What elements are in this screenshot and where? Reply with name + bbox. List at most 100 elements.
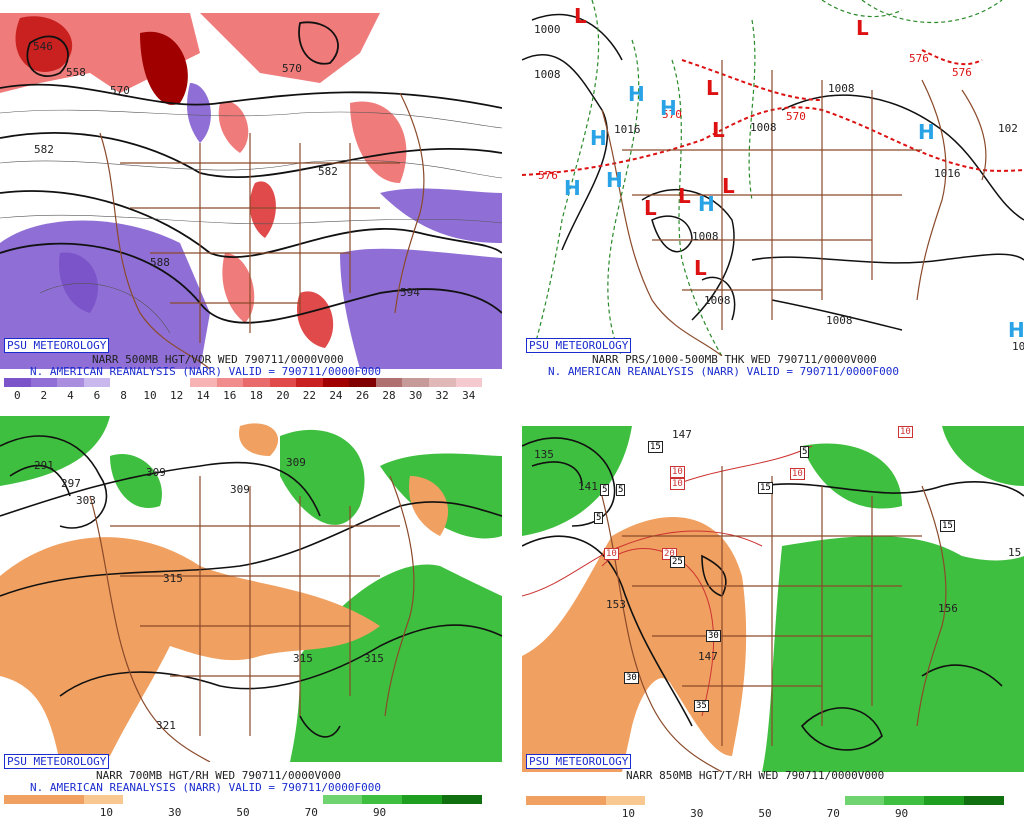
- vort-purple-area: [187, 83, 211, 143]
- colorbar-swatch: [4, 378, 31, 387]
- rh-dry-area: [522, 516, 747, 772]
- temperature-label: 35: [694, 700, 709, 712]
- rh700-map: [0, 416, 502, 762]
- thickness-map: [522, 0, 1024, 356]
- contour-label: 153: [606, 598, 626, 611]
- contour-label: 582: [318, 165, 338, 178]
- vorticity-colorbar: [4, 378, 483, 387]
- temperature-label: 15: [758, 482, 773, 494]
- high-pressure-symbol: H: [590, 126, 607, 150]
- colorbar-tick-label: 14: [196, 389, 210, 402]
- colorbar-swatch: [163, 795, 204, 804]
- colorbar-swatch: [269, 378, 297, 387]
- contour-label: 15: [1008, 546, 1022, 559]
- vorticity-map: [0, 13, 502, 369]
- low-pressure-symbol: L: [644, 196, 657, 220]
- colorbar-swatch: [565, 796, 606, 805]
- high-pressure-symbol: H: [606, 168, 623, 192]
- vort-purple-area: [0, 220, 210, 369]
- low-pressure-symbol: L: [712, 118, 725, 142]
- colorbar-tick-label: 26: [355, 389, 370, 402]
- panel-title-line1: NARR 850MB HGT/T/RH WED 790711/0000V000: [626, 769, 885, 782]
- rh-green-area: [942, 426, 1024, 486]
- temperature-label: 30: [624, 672, 639, 684]
- colorbar-swatch: [110, 378, 137, 387]
- temperature-label: 15: [940, 520, 955, 532]
- contour-label: 147: [698, 650, 718, 663]
- high-pressure-symbol: H: [564, 176, 581, 200]
- contour-label: 309: [146, 466, 166, 479]
- colorbar-swatch: [322, 378, 350, 387]
- contour-label: 321: [156, 719, 176, 732]
- colorbar-tick-label: 32: [435, 389, 449, 402]
- colorbar-tick-label: 30: [408, 389, 423, 402]
- vort-purple-area: [340, 248, 502, 369]
- colorbar-tick-label: 70: [826, 807, 840, 819]
- colorbar-swatch: [30, 378, 58, 387]
- colorbar-swatch: [725, 796, 765, 805]
- colorbar-swatch: [362, 795, 403, 804]
- contour-label: 570: [282, 62, 302, 75]
- colorbar-tick-label: 16: [223, 389, 237, 402]
- temperature-label: 10: [790, 468, 805, 480]
- panel-500mb-vorticity: 546 558 570 570 582 582 588 594 PSU METE…: [0, 0, 512, 410]
- isobar-label: 1000: [534, 23, 561, 36]
- colorbar-swatch: [203, 795, 243, 804]
- temperature-label: 10: [670, 478, 685, 490]
- temperature-label: 5: [616, 484, 626, 496]
- colorbar-swatch: [189, 378, 217, 387]
- low-pressure-symbol: L: [678, 184, 691, 208]
- panel-title-line2: N. AMERICAN REANALYSIS (NARR) VALID = 79…: [548, 365, 899, 378]
- vort-purple-area: [380, 188, 502, 243]
- colorbar-swatch: [645, 796, 686, 805]
- t850-colorbar: [526, 796, 1004, 805]
- panel-700mb-rh: 291 297 303 309 309 315 315 315 321 309 …: [0, 416, 512, 819]
- contour-label: 141: [578, 480, 598, 493]
- colorbar-swatch: [4, 795, 44, 804]
- isobar-label: 1008: [704, 294, 731, 307]
- thickness-label: 576: [909, 52, 929, 65]
- isobar-label: 1008: [750, 121, 777, 134]
- rh-dry-area: [239, 423, 279, 456]
- rh-green-area: [522, 426, 632, 536]
- colorbar-swatch: [322, 795, 363, 804]
- colorbar-swatch: [136, 378, 164, 387]
- colorbar-tick-label: 10: [143, 389, 157, 402]
- contour-label: 315: [163, 572, 183, 585]
- low-pressure-symbol: L: [856, 16, 869, 40]
- colorbar-swatch: [123, 795, 164, 804]
- contour-label: 546: [33, 40, 53, 53]
- vort-red-area: [15, 16, 73, 72]
- rh-dry-area: [409, 476, 449, 536]
- colorbar-tick-label: 22: [302, 389, 316, 402]
- high-pressure-symbol: H: [628, 82, 645, 106]
- colorbar-swatch: [455, 378, 483, 387]
- rh-dry-area: [0, 537, 380, 762]
- panel-mslp-thickness: 1000 1008 1016 1008 1008 1008 1008 1016 …: [522, 0, 1024, 410]
- colorbar-tick-label: 18: [249, 389, 263, 402]
- colorbar-swatch: [442, 795, 482, 804]
- colorbar-swatch: [884, 796, 925, 805]
- colorbar-swatch: [83, 378, 111, 387]
- colorbar-tick-label: 6: [93, 389, 101, 402]
- colorbar-swatch: [296, 378, 323, 387]
- high-pressure-symbol: H: [1008, 318, 1024, 342]
- temperature-label: 30: [706, 630, 721, 642]
- colorbar-tick-label: 34: [462, 389, 476, 402]
- colorbar-swatch: [685, 796, 726, 805]
- colorbar-tick-label: 90: [372, 806, 387, 819]
- colorbar-tick-label: 20: [276, 389, 290, 402]
- isobar-label: 1008: [828, 82, 855, 95]
- t850-map: [522, 426, 1024, 772]
- panel-title-line1: NARR 500MB HGT/VOR WED 790711/0000V000: [92, 353, 344, 366]
- colorbar-swatch: [243, 378, 270, 387]
- colorbar-swatch: [349, 378, 376, 387]
- high-pressure-symbol: H: [660, 96, 677, 120]
- colorbar-swatch: [242, 795, 283, 804]
- temperature-label: 10: [670, 466, 685, 478]
- colorbar-swatch: [924, 796, 965, 805]
- colorbar-swatch: [804, 796, 845, 805]
- isobar-label: 1008: [534, 68, 561, 81]
- colorbar-tick-label: 12: [169, 389, 184, 402]
- colorbar-swatch: [163, 378, 190, 387]
